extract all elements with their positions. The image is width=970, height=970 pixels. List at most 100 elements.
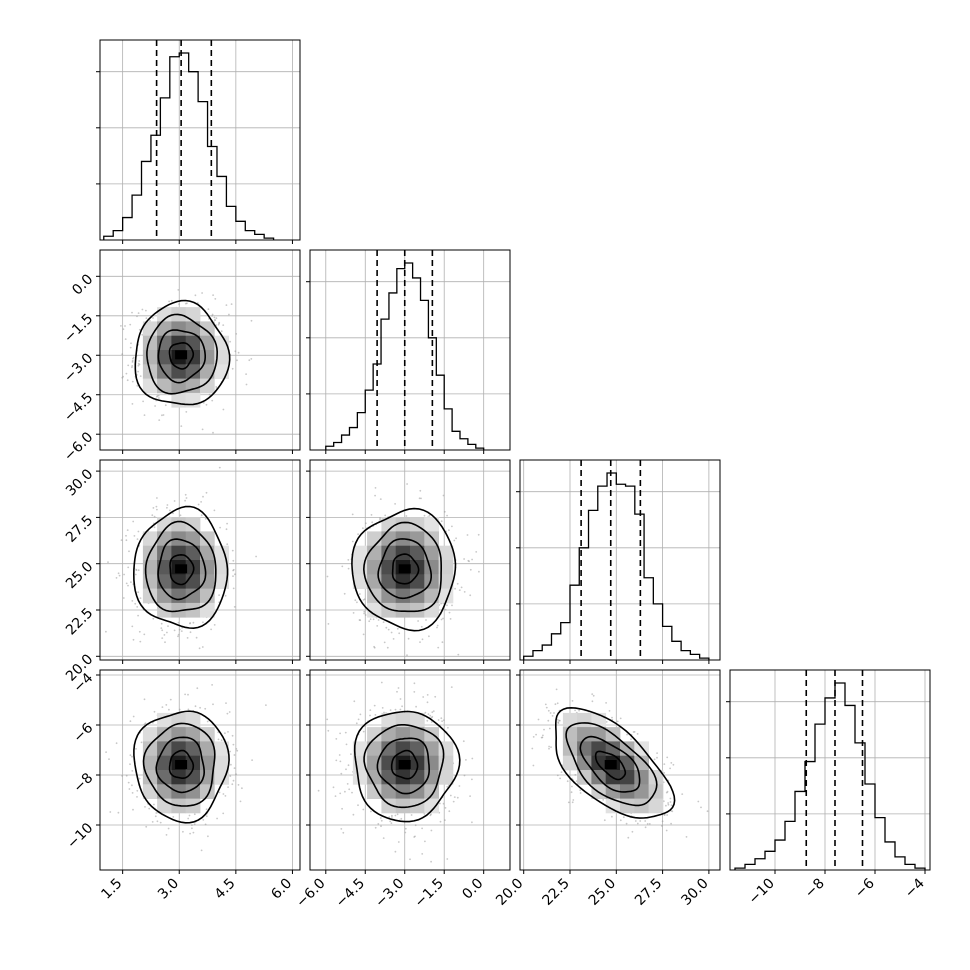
scatter-point [636, 733, 639, 735]
scatter-point [379, 518, 381, 521]
scatter-point [225, 702, 227, 704]
scatter-point [532, 764, 535, 767]
density-cell [605, 741, 621, 757]
scatter-point [124, 338, 127, 340]
scatter-point [131, 784, 133, 787]
scatter-point [192, 621, 195, 624]
density-cell [381, 741, 397, 757]
scatter-point [222, 793, 225, 795]
scatter-point [215, 386, 218, 388]
scatter-point [219, 526, 222, 529]
scatter-point [145, 309, 147, 312]
density-cell [367, 727, 382, 742]
density-cell [200, 378, 215, 394]
density-cell [214, 335, 229, 351]
density-cell [185, 364, 201, 379]
scatter-point [207, 308, 210, 311]
scatter-point [626, 733, 628, 736]
scatter-point [161, 629, 164, 632]
scatter-point [163, 634, 166, 636]
scatter-point [341, 807, 343, 810]
scatter-point [151, 821, 154, 823]
scatter-point [458, 785, 461, 787]
scatter-point [619, 819, 622, 822]
scatter-point [184, 499, 187, 502]
density-cell [577, 741, 592, 757]
scatter-point [420, 497, 422, 500]
scatter-point [556, 774, 559, 777]
scatter-point [344, 790, 346, 793]
scatter-point [685, 836, 688, 838]
scatter-point [131, 792, 134, 794]
scatter-point [406, 483, 408, 485]
scatter-point [156, 395, 158, 398]
scatter-point [126, 379, 129, 382]
scatter-point [428, 635, 430, 638]
scatter-point [354, 599, 357, 602]
scatter-point [371, 521, 374, 524]
y-tick-label: 27.5 [63, 512, 96, 545]
scatter-point [430, 721, 433, 723]
scatter-point [134, 573, 137, 576]
scatter-point [456, 582, 459, 585]
scatter-point [653, 758, 656, 761]
scatter-point [179, 514, 182, 517]
scatter-point [105, 630, 107, 633]
scatter-point [213, 624, 216, 626]
scatter-point [136, 789, 139, 792]
scatter-point [644, 820, 647, 822]
density-cell [367, 741, 382, 757]
scatter-point [131, 755, 133, 758]
contour-line [353, 710, 461, 823]
scatter-point [170, 299, 173, 302]
x-tick-label: 0.0 [459, 876, 486, 903]
density-cell [395, 798, 411, 814]
contour-line [377, 538, 432, 600]
scatter-point [164, 404, 167, 407]
scatter-point [120, 539, 123, 541]
scatter-point [353, 700, 356, 703]
density-cell [410, 741, 425, 757]
scatter-point [636, 822, 639, 825]
density-cell [424, 602, 439, 618]
scatter-point [334, 795, 337, 797]
scatter-point [124, 325, 126, 327]
scatter-point [665, 829, 668, 832]
scatter-point [390, 631, 393, 634]
scatter-point [335, 738, 338, 740]
scatter-point [152, 617, 155, 620]
scatter-point [194, 705, 197, 708]
scatter-point [359, 619, 362, 622]
scatter-point [152, 507, 155, 509]
scatter-point [250, 319, 253, 322]
density-cell [562, 727, 578, 742]
scatter-point [449, 794, 452, 797]
scatter-point [142, 400, 145, 403]
density-cell [200, 741, 215, 757]
scatter-point [345, 768, 347, 771]
scatter-point [201, 428, 204, 431]
scatter-point [370, 810, 372, 813]
scatter-point [137, 362, 140, 365]
x-tick-label: −6 [852, 875, 878, 901]
density-cell [634, 798, 649, 814]
scatter-point [382, 837, 385, 839]
density-cell [185, 784, 201, 799]
scatter-point [396, 813, 399, 816]
scatter-point [214, 298, 217, 300]
scatter-point [115, 742, 118, 745]
scatter-point [191, 827, 193, 830]
scatter-point [125, 539, 128, 542]
scatter-point [222, 324, 225, 326]
scatter-point [120, 325, 122, 327]
density-cell [200, 364, 215, 379]
scatter-point [326, 575, 329, 578]
scatter-point [550, 746, 552, 748]
scatter-point [340, 772, 343, 775]
density-cell [395, 574, 411, 589]
contour-line [565, 722, 658, 807]
scatter-point [352, 813, 355, 816]
scatter-point [389, 820, 392, 823]
scatter-point [447, 726, 449, 729]
scatter-point [448, 611, 451, 614]
